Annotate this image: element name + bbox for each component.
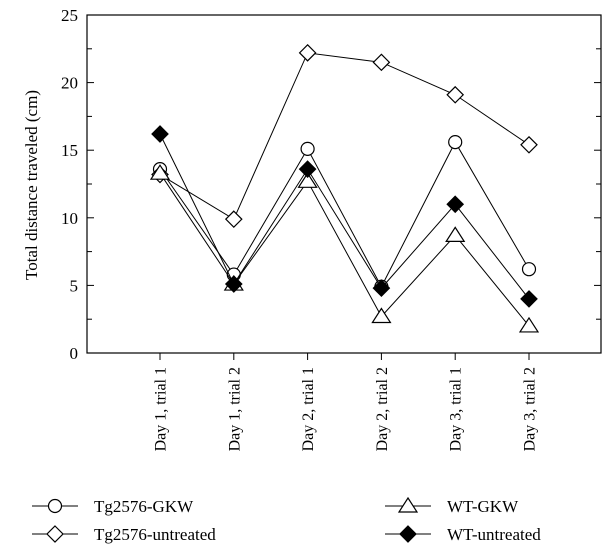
legend-item-wt-gkw: WT-GKW (385, 496, 519, 516)
y-tick-label: 0 (70, 344, 79, 363)
y-tick-label: 10 (61, 209, 78, 228)
data-point (149, 164, 171, 180)
data-point (448, 134, 463, 150)
series-line (159, 52, 530, 220)
data-point (224, 275, 243, 293)
axes (86, 14, 602, 360)
legend-label: WT-untreated (447, 525, 541, 544)
x-tick-label: Day 3, trial 1 (448, 367, 465, 451)
y-tick-label: 20 (61, 74, 78, 93)
legend-marker (399, 525, 417, 543)
data-point (520, 290, 538, 308)
series-line (159, 172, 530, 327)
series-line (159, 133, 530, 300)
x-tick-label: Day 1, trial 1 (153, 367, 170, 451)
data-point (521, 262, 537, 277)
legend-marker (397, 496, 419, 513)
legend-item-tg2576-gkw: Tg2576-GKW (32, 497, 194, 516)
legend-item-tg2576-untreated: Tg2576-untreated (32, 525, 216, 544)
x-tick-label: Day 2, trial 1 (300, 367, 317, 451)
legend-item-wt-untreated: WT-untreated (385, 525, 541, 544)
y-tick-labels: 0 5 10 15 20 25 (61, 6, 78, 363)
data-point (372, 53, 391, 72)
series-tg2576-untreated (151, 44, 538, 229)
data-point (298, 44, 317, 62)
x-tick-labels: Day 1, trial 1 Day 1, trial 2 Day 2, trial… (153, 367, 539, 451)
x-tick-label: Day 1, trial 2 (226, 367, 243, 451)
data-point (151, 125, 169, 143)
y-tick-label: 15 (61, 141, 78, 160)
x-tick-label: Day 3, trial 2 (522, 367, 539, 451)
data-point (520, 135, 538, 154)
y-tick-label: 25 (61, 6, 78, 25)
data-point (298, 160, 317, 178)
legend-label: WT-GKW (447, 497, 519, 516)
legend: Tg2576-GKW Tg2576-untreated WT-GKW WT-untre… (32, 496, 541, 544)
data-point (371, 307, 392, 324)
legend-label: Tg2576-untreated (94, 525, 216, 544)
series-wt-untreated (151, 125, 538, 308)
series-wt-gkw (149, 164, 540, 333)
legend-label: Tg2576-GKW (94, 497, 194, 516)
legend-marker (47, 498, 63, 514)
data-point (372, 279, 391, 297)
series-tg2576-gkw (152, 134, 537, 294)
data-point (297, 172, 318, 188)
data-point (224, 210, 243, 229)
x-tick-label: Day 2, trial 2 (374, 367, 391, 451)
data-point (518, 316, 540, 333)
y-tick-label: 5 (70, 276, 79, 295)
y-axis-label: Total distance traveled (cm) (22, 90, 41, 280)
series-group (149, 44, 540, 333)
data-point (445, 226, 466, 242)
data-point (300, 141, 315, 156)
series-line (159, 141, 530, 288)
data-point (446, 85, 465, 104)
data-point (446, 195, 465, 214)
legend-marker (46, 525, 64, 543)
